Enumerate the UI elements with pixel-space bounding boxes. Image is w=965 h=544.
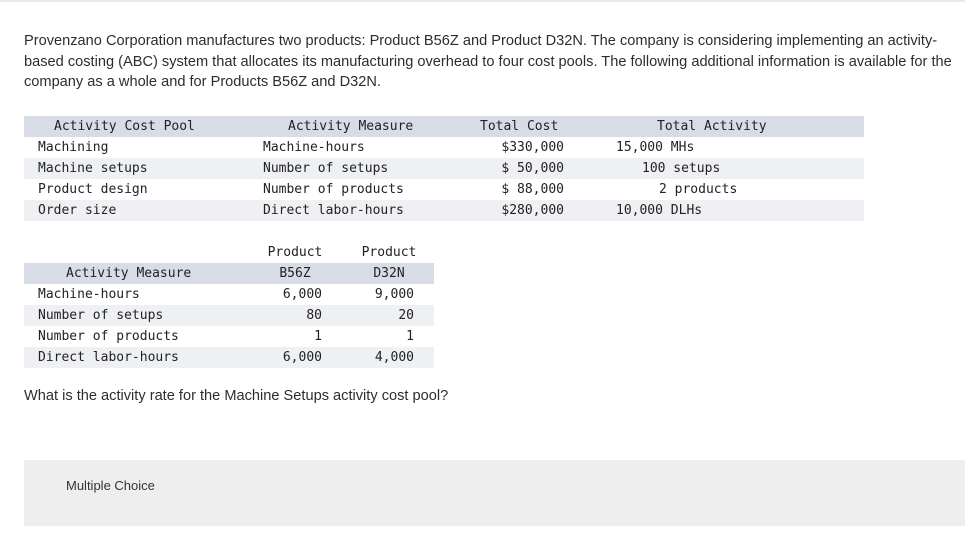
table-header-row-1: Product Product — [24, 242, 434, 263]
b56z-cell: 6,000 — [282, 287, 322, 302]
header-activity-cost-pool: Activity Cost Pool — [54, 119, 195, 134]
header-product-d32n-line1: Product — [361, 245, 417, 260]
d32n-cell: 20 — [398, 308, 414, 323]
total-cost-cell: $280,000 — [501, 203, 564, 218]
d32n-cell: 9,000 — [374, 287, 414, 302]
product-activity-table: Product Product Activity Measure B56Z D3… — [24, 242, 434, 368]
activity-measure-cell: Direct labor-hours — [263, 203, 404, 218]
d32n-cell: 4,000 — [374, 350, 414, 365]
activity-measure-cell: Direct labor-hours — [38, 350, 179, 365]
table-row: Product design Number of products $ 88,0… — [24, 179, 864, 200]
activity-measure-cell: Machine-hours — [263, 140, 365, 155]
header-activity-measure: Activity Measure — [288, 119, 414, 134]
b56z-cell: 80 — [306, 308, 322, 323]
header-total-activity: Total Activity — [657, 119, 767, 134]
total-activity-cell: 10,000 DLHs — [616, 203, 703, 218]
cost-pool-cell: Machining — [38, 140, 109, 155]
table-row: Machine setups Number of setups $ 50,000… — [24, 158, 864, 179]
total-activity-cell: 100 setups — [642, 161, 721, 176]
header-activity-measure: Activity Measure — [66, 266, 192, 281]
activity-measure-cell: Number of products — [263, 182, 404, 197]
table-row: Order size Direct labor-hours $280,000 1… — [24, 200, 864, 221]
activity-measure-cell: Number of products — [38, 329, 179, 344]
total-activity-cell: 2 products — [659, 182, 738, 197]
header-product-b56z-line1: Product — [267, 245, 323, 260]
d32n-cell: 1 — [406, 329, 414, 344]
cost-pool-cell: Machine setups — [38, 161, 148, 176]
activity-measure-cell: Number of setups — [263, 161, 389, 176]
header-product-b56z-line2: B56Z — [279, 266, 311, 281]
table-row: Machine-hours 6,000 9,000 — [24, 284, 434, 305]
problem-intro: Provenzano Corporation manufactures two … — [24, 33, 952, 90]
table-header-row: Activity Cost Pool Activity Measure Tota… — [24, 116, 864, 137]
table-header-row-2: Activity Measure B56Z D32N — [24, 263, 434, 284]
table-row: Machining Machine-hours $330,000 15,000 … — [24, 137, 864, 158]
multiple-choice-section: Multiple Choice — [24, 460, 965, 526]
total-cost-cell: $330,000 — [501, 140, 564, 155]
total-activity-cell: 15,000 MHs — [616, 140, 695, 155]
question-text: What is the activity rate for the Machin… — [24, 388, 449, 404]
table-row: Number of products 1 1 — [24, 326, 434, 347]
header-product-d32n-line2: D32N — [373, 266, 405, 281]
top-divider — [0, 0, 965, 2]
activity-cost-pool-table: Activity Cost Pool Activity Measure Tota… — [24, 116, 864, 221]
activity-measure-cell: Machine-hours — [38, 287, 140, 302]
multiple-choice-label: Multiple Choice — [66, 478, 155, 493]
header-total-cost: Total Cost — [480, 119, 559, 134]
total-cost-cell: $ 88,000 — [501, 182, 564, 197]
b56z-cell: 1 — [314, 329, 322, 344]
activity-measure-cell: Number of setups — [38, 308, 164, 323]
cost-pool-cell: Product design — [38, 182, 148, 197]
total-cost-cell: $ 50,000 — [501, 161, 564, 176]
table-row: Number of setups 80 20 — [24, 305, 434, 326]
cost-pool-cell: Order size — [38, 203, 117, 218]
b56z-cell: 6,000 — [282, 350, 322, 365]
table-row: Direct labor-hours 6,000 4,000 — [24, 347, 434, 368]
